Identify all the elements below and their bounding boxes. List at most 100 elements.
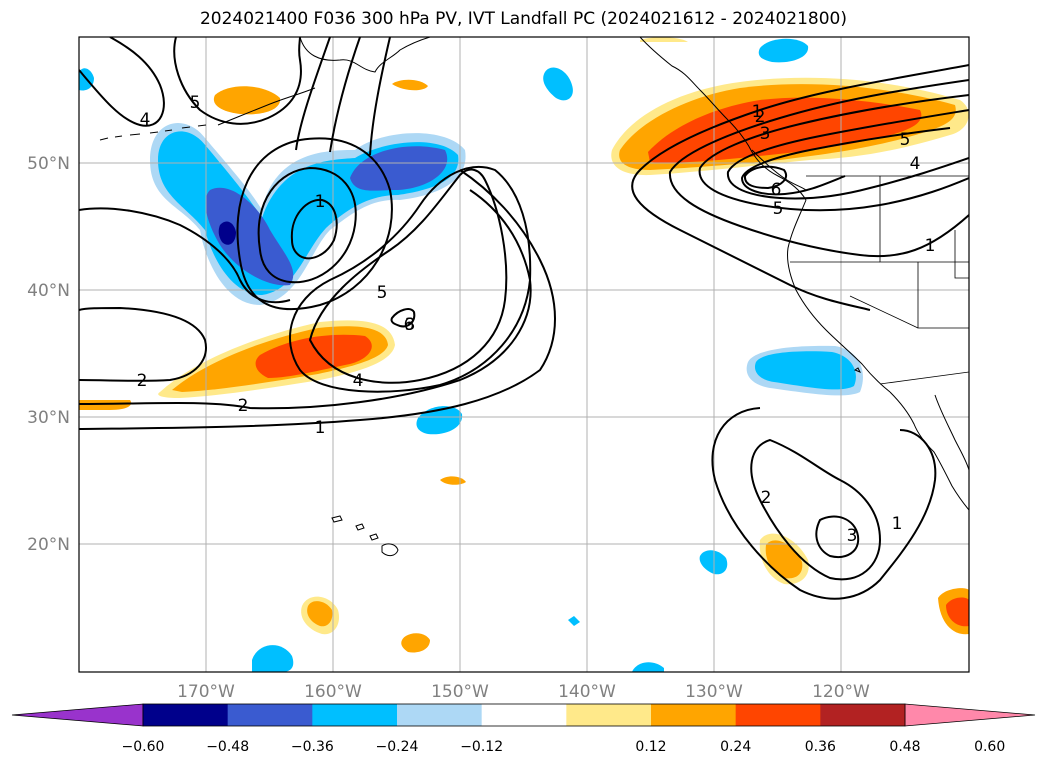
island-oahu (355, 523, 365, 531)
colorbar-bin (735, 704, 821, 726)
pos-region-top-small (392, 79, 428, 91)
contour-label: 1 (752, 102, 763, 122)
lon-tick-label: 140°W (558, 682, 616, 702)
map-content: 1 2 3 4 5 6 1 2 4 5 1 2 3 1 3 4 5 6 5 1 (79, 37, 969, 672)
colorbar-extend-max (904, 703, 1036, 727)
border-us-mexico (879, 371, 969, 385)
colorbar-tick-label: 0.24 (720, 739, 751, 755)
contour-1-south (79, 169, 556, 430)
neg-region-south2 (632, 662, 664, 672)
colorbar-tick-label: 0.48 (889, 739, 920, 755)
contour-label: 5 (377, 283, 388, 303)
lon-tick-label: 120°W (812, 682, 870, 702)
colorbar-bin (227, 704, 313, 726)
colorbar-extend-min (11, 703, 144, 727)
contour-label: 2 (137, 371, 148, 391)
contour-east-4 (726, 109, 969, 200)
colorbar-bin (312, 704, 398, 726)
colorbar-outline (142, 703, 906, 727)
colorbar-tick-label: −0.60 (122, 739, 165, 755)
coast-gulf-california (934, 394, 969, 471)
neg-region-gulf-alaska-deep2 (350, 146, 448, 191)
pos-region-far-east-red (946, 597, 969, 627)
contour-low-mid (257, 166, 357, 284)
coast-aleutians (99, 124, 207, 141)
colorbar-bin (566, 704, 652, 726)
contour-east-1 (631, 64, 969, 311)
neg-region-south4 (568, 616, 580, 626)
lat-tick-label: 30°N (27, 408, 70, 428)
lon-tick-label: 170°W (177, 682, 235, 702)
pos-region-top-aleutian (213, 86, 281, 115)
contour-alaska-4 (79, 37, 165, 127)
colorbar-tick-label: −0.12 (460, 739, 503, 755)
coast-bc-alaska (639, 37, 807, 201)
contour-label: 4 (910, 154, 921, 174)
coast-west-us (787, 199, 891, 393)
contour-label: 1 (892, 514, 903, 534)
contour-ridge-5 (308, 168, 508, 384)
colorbar-bin (143, 704, 229, 726)
map-frame (78, 36, 970, 673)
neg-region-south3 (699, 550, 728, 575)
contour-label: 4 (140, 110, 151, 130)
colorbar-tick-label: 0.60 (974, 739, 1005, 755)
coast-alaska (299, 37, 431, 73)
border-states-4 (849, 295, 919, 329)
colorbar-bin (651, 704, 737, 726)
contour-ridge-6-small (390, 308, 416, 328)
pos-region-south-a-core (307, 601, 333, 627)
coastlines (99, 37, 969, 511)
contour-label: 5 (190, 93, 201, 113)
lat-tick-label: 20°N (27, 535, 70, 555)
contour-ridge-4 (289, 165, 532, 393)
contour-east-3 (698, 94, 969, 212)
contour-alaska-v2 (329, 37, 361, 153)
contour-east-2 (668, 79, 969, 258)
pos-region-left-edge (79, 400, 132, 410)
contour-label: 1 (315, 192, 326, 212)
colorbar-bin (481, 704, 567, 726)
coast-baja (889, 391, 969, 511)
neg-region-gulf-alaska-deepest (218, 221, 236, 245)
contours (79, 37, 969, 600)
figure-title: 2024021400 F036 300 hPa PV, IVT Landfall… (199, 9, 847, 29)
colorbar-tick-label: 0.36 (805, 739, 836, 755)
contour-east-6 (743, 165, 787, 190)
neg-region-subtrop (416, 406, 463, 435)
lon-tick-label: 130°W (685, 682, 743, 702)
border-states-5 (954, 230, 969, 279)
island-kauai (331, 515, 343, 523)
contour-label: 2 (761, 488, 772, 508)
contour-alaska-loops (173, 37, 302, 125)
contour-2-left (79, 306, 207, 382)
island-hawaii (381, 543, 399, 557)
pos-region-south-b (401, 633, 430, 653)
contour-labels: 1 2 3 4 5 6 1 2 4 5 1 2 3 1 3 4 5 6 5 1 (137, 93, 936, 546)
contour-label: 6 (771, 180, 782, 200)
contour-label: 5 (773, 199, 784, 219)
island-guadalupe (853, 367, 862, 373)
colorbar-tick-label: −0.36 (291, 739, 334, 755)
lat-tick-label: 50°N (27, 154, 70, 174)
colorbar-bin (820, 704, 906, 726)
island-maui (369, 533, 379, 541)
contour-alaska-v1 (295, 37, 331, 151)
contour-low-outer (236, 137, 393, 311)
contour-baja-3 (815, 515, 860, 558)
gridlines (79, 37, 969, 672)
pos-region-top-mid (640, 37, 688, 42)
neg-region-south1 (252, 645, 294, 672)
contour-label: 3 (760, 124, 771, 144)
contour-label: 4 (353, 371, 364, 391)
lat-tick-label: 40°N (27, 281, 70, 301)
pos-region-ar-east-red (648, 97, 922, 163)
colorbar-bin (397, 704, 483, 726)
islands (331, 367, 862, 557)
contour-label: 2 (238, 396, 249, 416)
contour-baja-1 (711, 407, 937, 600)
pos-region-ar-west-red (255, 334, 372, 378)
lon-tick-label: 160°W (304, 682, 362, 702)
